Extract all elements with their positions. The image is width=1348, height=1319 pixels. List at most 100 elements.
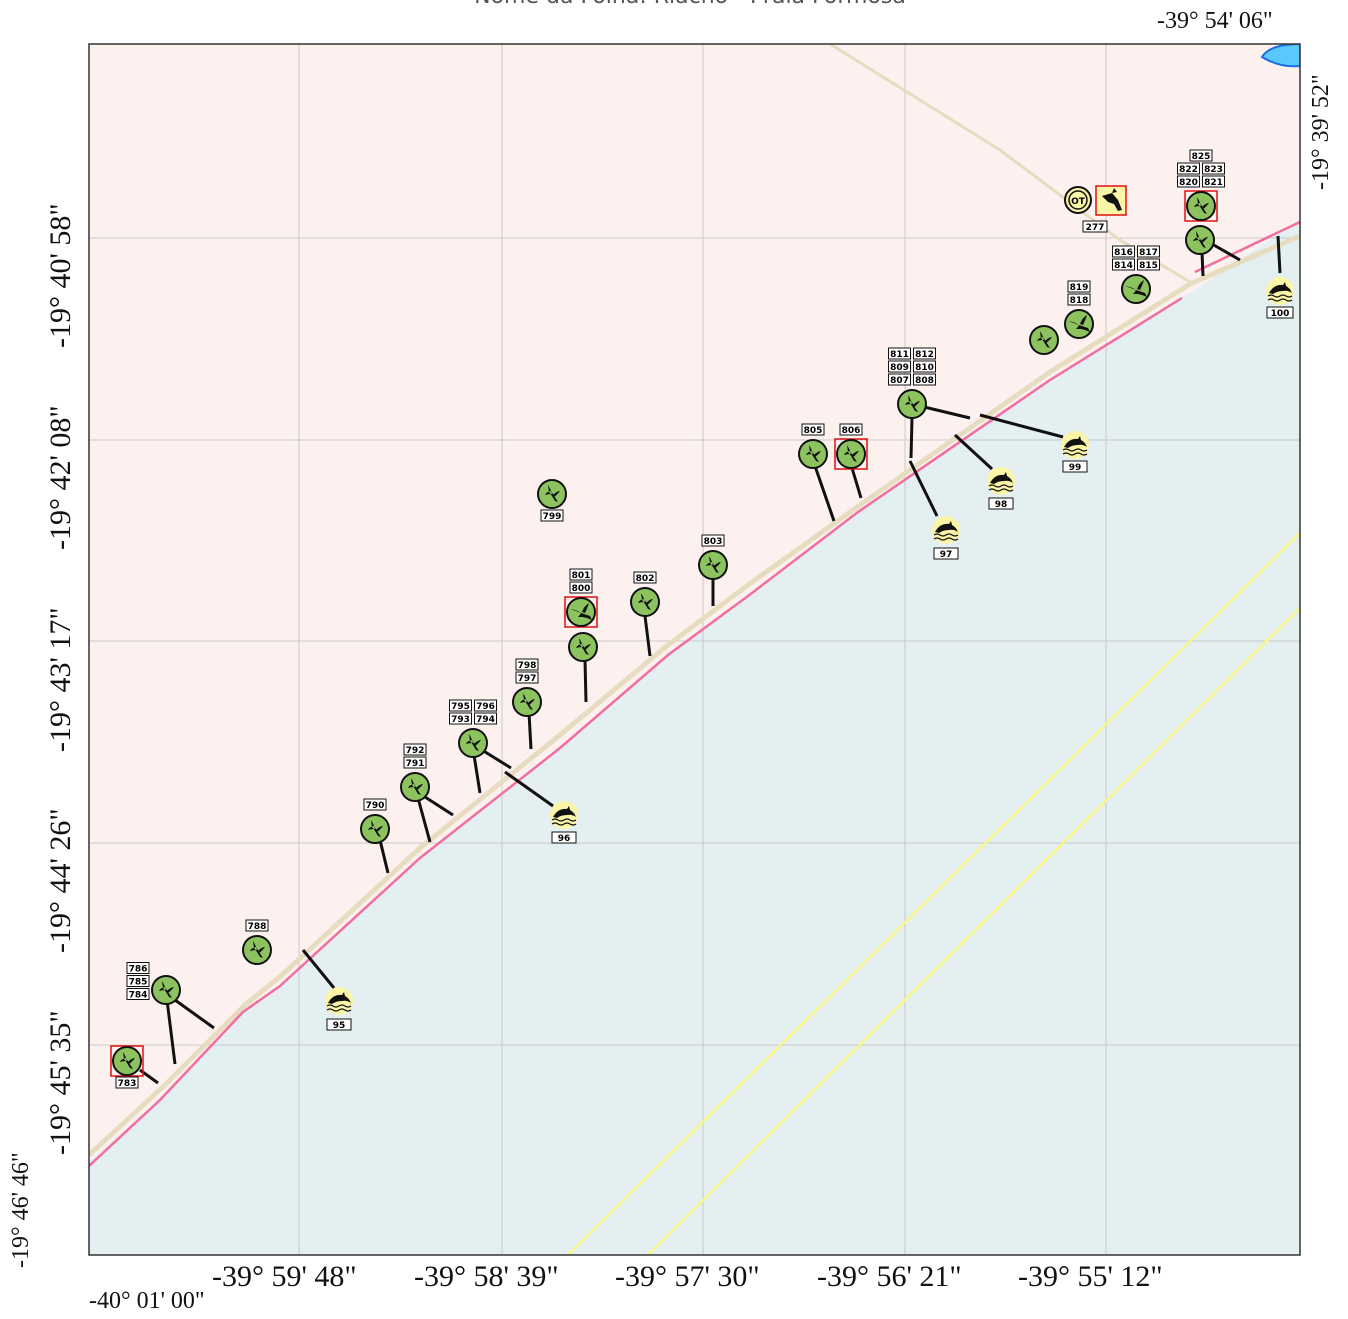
marker-label: 801 (572, 571, 591, 581)
bird-icon (242, 935, 272, 965)
marker-label-box (1177, 175, 1200, 188)
bird-marker[interactable]: 795 796 793 794 (449, 699, 497, 758)
marker-label-box (126, 988, 150, 1000)
bird-icon (1186, 191, 1216, 221)
bird-marker[interactable]: 802 (630, 571, 660, 617)
dolphin-marker[interactable]: 95 (324, 986, 354, 1031)
marker-label-box (403, 756, 427, 769)
marker-label-box (839, 423, 863, 436)
marker-label: 809 (890, 363, 909, 373)
landbird-marker[interactable]: 277 (1082, 185, 1127, 233)
coord-left-tick-1: -19° 40' 58" (44, 203, 77, 348)
marker-label-box (633, 571, 657, 584)
bird-icon (537, 479, 567, 509)
coord-left-tick-3: -19° 43' 17" (44, 607, 77, 752)
marker-label-box (569, 581, 593, 594)
marker-label-box (888, 347, 911, 360)
bird-icon (897, 389, 927, 419)
bird-marker[interactable]: 805 (798, 423, 828, 469)
bird-marker[interactable]: 788 (242, 919, 272, 965)
bird-icon (458, 728, 488, 758)
swallow-icon (1064, 309, 1094, 339)
marker-label: 810 (915, 363, 934, 373)
bird-icon (698, 550, 728, 580)
bird-marker[interactable]: 806 (834, 423, 868, 470)
bird-marker[interactable]: 786 785 784 (126, 962, 181, 1005)
bird-marker[interactable] (1029, 325, 1059, 355)
bird-marker[interactable]: 825 822 823 820 821 (1177, 149, 1225, 222)
bird-marker[interactable]: 783 (110, 1045, 144, 1089)
marker-label: 805 (804, 426, 823, 436)
offshore-line-2 (647, 607, 1300, 1255)
marker-label-box (363, 798, 387, 811)
bird-marker[interactable] (1185, 225, 1215, 255)
lake (1260, 44, 1300, 68)
marker-label: 807 (890, 376, 909, 386)
marker-label: 784 (129, 991, 148, 1001)
bird-marker[interactable]: 799 (537, 479, 567, 522)
landbird-label: 277 (1086, 223, 1105, 233)
ot-label: OT (1071, 197, 1086, 207)
marker-label-box (1202, 162, 1225, 175)
map-body: 95 96 97 98 99 100 OT 277 78378678578478… (89, 44, 1300, 1255)
coord-left-tick-2: -19° 42' 08" (44, 405, 77, 550)
marker-label-box (449, 699, 472, 712)
marker-label-box (126, 975, 150, 987)
dolphin-marker[interactable]: 97 (931, 515, 961, 560)
marker-label: 799 (543, 512, 562, 522)
marker-label: 825 (1192, 152, 1211, 162)
dolphin-icon (324, 986, 354, 1016)
dolphin-marker[interactable]: 100 (1265, 276, 1295, 319)
marker-label: 792 (406, 746, 425, 756)
marker-label-box (888, 360, 911, 373)
marker-label: 783 (118, 1079, 137, 1089)
coord-left-tick-4: -19° 44' 26" (44, 808, 77, 953)
bird-icon (400, 772, 430, 802)
dolphin-marker[interactable]: 96 (549, 800, 579, 844)
dolphin-label: 100 (1271, 309, 1290, 319)
marker-label: 819 (1070, 283, 1089, 293)
marker-label-box (1177, 162, 1200, 175)
marker-label-box (913, 360, 936, 373)
graticule (89, 44, 1300, 1255)
marker-label-box (1137, 258, 1160, 271)
marker-label-box (515, 658, 539, 671)
dolphin-marker[interactable]: 98 (986, 466, 1016, 510)
marker-label-box (913, 373, 936, 386)
shore-band (89, 233, 1300, 1157)
coord-bottom-tick-1: -39° 59' 48" (212, 1260, 357, 1293)
coord-bottom-tick-2: -39° 58' 39" (414, 1260, 559, 1293)
marker-label-box (474, 712, 497, 725)
bird-marker[interactable]: 816 817 814 815 (1112, 245, 1160, 304)
bird-icon (798, 439, 828, 469)
swallow-icon (1121, 274, 1151, 304)
marker-label-box (701, 534, 725, 547)
marker-label-box (913, 347, 936, 360)
marker-label-box (1067, 293, 1091, 306)
coord-left-bottom: -19° 46' 46" (8, 1152, 34, 1268)
marker-label: 798 (518, 661, 537, 671)
bird-marker[interactable]: 790 (360, 798, 390, 844)
marker-label: 794 (476, 715, 495, 725)
marker-label-box (115, 1076, 139, 1089)
dolphin-marker[interactable]: 99 (1060, 430, 1090, 473)
coord-bottom-tick-3: -39° 57' 30" (615, 1260, 760, 1293)
bird-marker[interactable]: 803 (698, 534, 728, 580)
marker-label-box (126, 962, 150, 974)
bird-marker[interactable] (568, 632, 598, 662)
ot-marker[interactable]: OT (1064, 186, 1092, 214)
marker-label: 802 (636, 574, 655, 584)
bird-marker[interactable]: 811 812 809 810 807 808 (888, 347, 936, 419)
dolphin-label: 95 (333, 1021, 346, 1031)
dolphin-label: 96 (558, 834, 571, 844)
coord-top-right: -39° 54' 06" (1157, 8, 1273, 34)
coastline-north (1194, 220, 1300, 274)
marker-label-box (888, 373, 911, 386)
marker-label-box (474, 699, 497, 712)
